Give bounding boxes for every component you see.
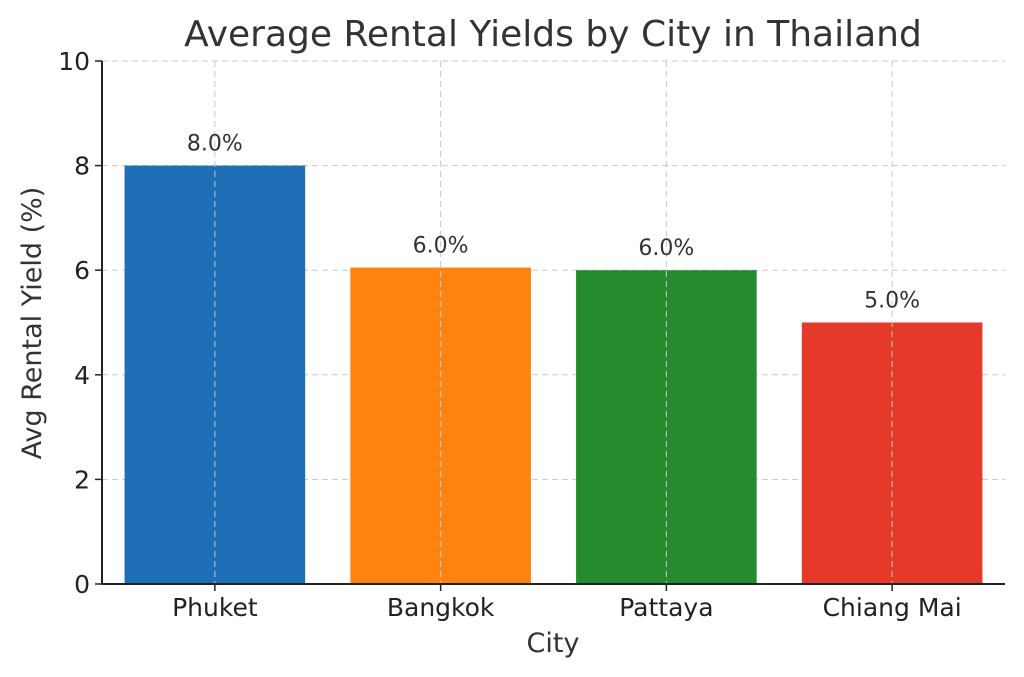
data-label: 5.0%: [864, 289, 920, 314]
x-tick-label: Bangkok: [387, 593, 495, 622]
data-label: 6.0%: [638, 236, 694, 261]
y-tick-label: 0: [74, 570, 90, 599]
axes: 0 2 4 6 8 10 Phuket Bangkok Pattaya Chiang Mai: [58, 47, 1005, 622]
x-axis-label: City: [527, 628, 580, 659]
y-tick-label: 6: [74, 256, 90, 285]
y-tick-label: 4: [74, 361, 90, 390]
x-tick-label: Phuket: [172, 593, 258, 622]
x-tick-label: Chiang Mai: [823, 593, 962, 622]
data-labels: 8.0% 6.0% 6.0% 5.0%: [187, 61, 920, 584]
chart-title: Average Rental Yields by City in Thailan…: [184, 14, 922, 55]
y-axis-label: Avg Rental Yield (%): [17, 187, 48, 460]
x-tick-label: Pattaya: [619, 593, 713, 622]
y-tick-label: 8: [74, 152, 90, 181]
data-label: 6.0%: [413, 234, 469, 259]
y-tick-label: 10: [58, 47, 90, 76]
data-label: 8.0%: [187, 132, 243, 157]
y-tick-label: 2: [74, 465, 90, 494]
